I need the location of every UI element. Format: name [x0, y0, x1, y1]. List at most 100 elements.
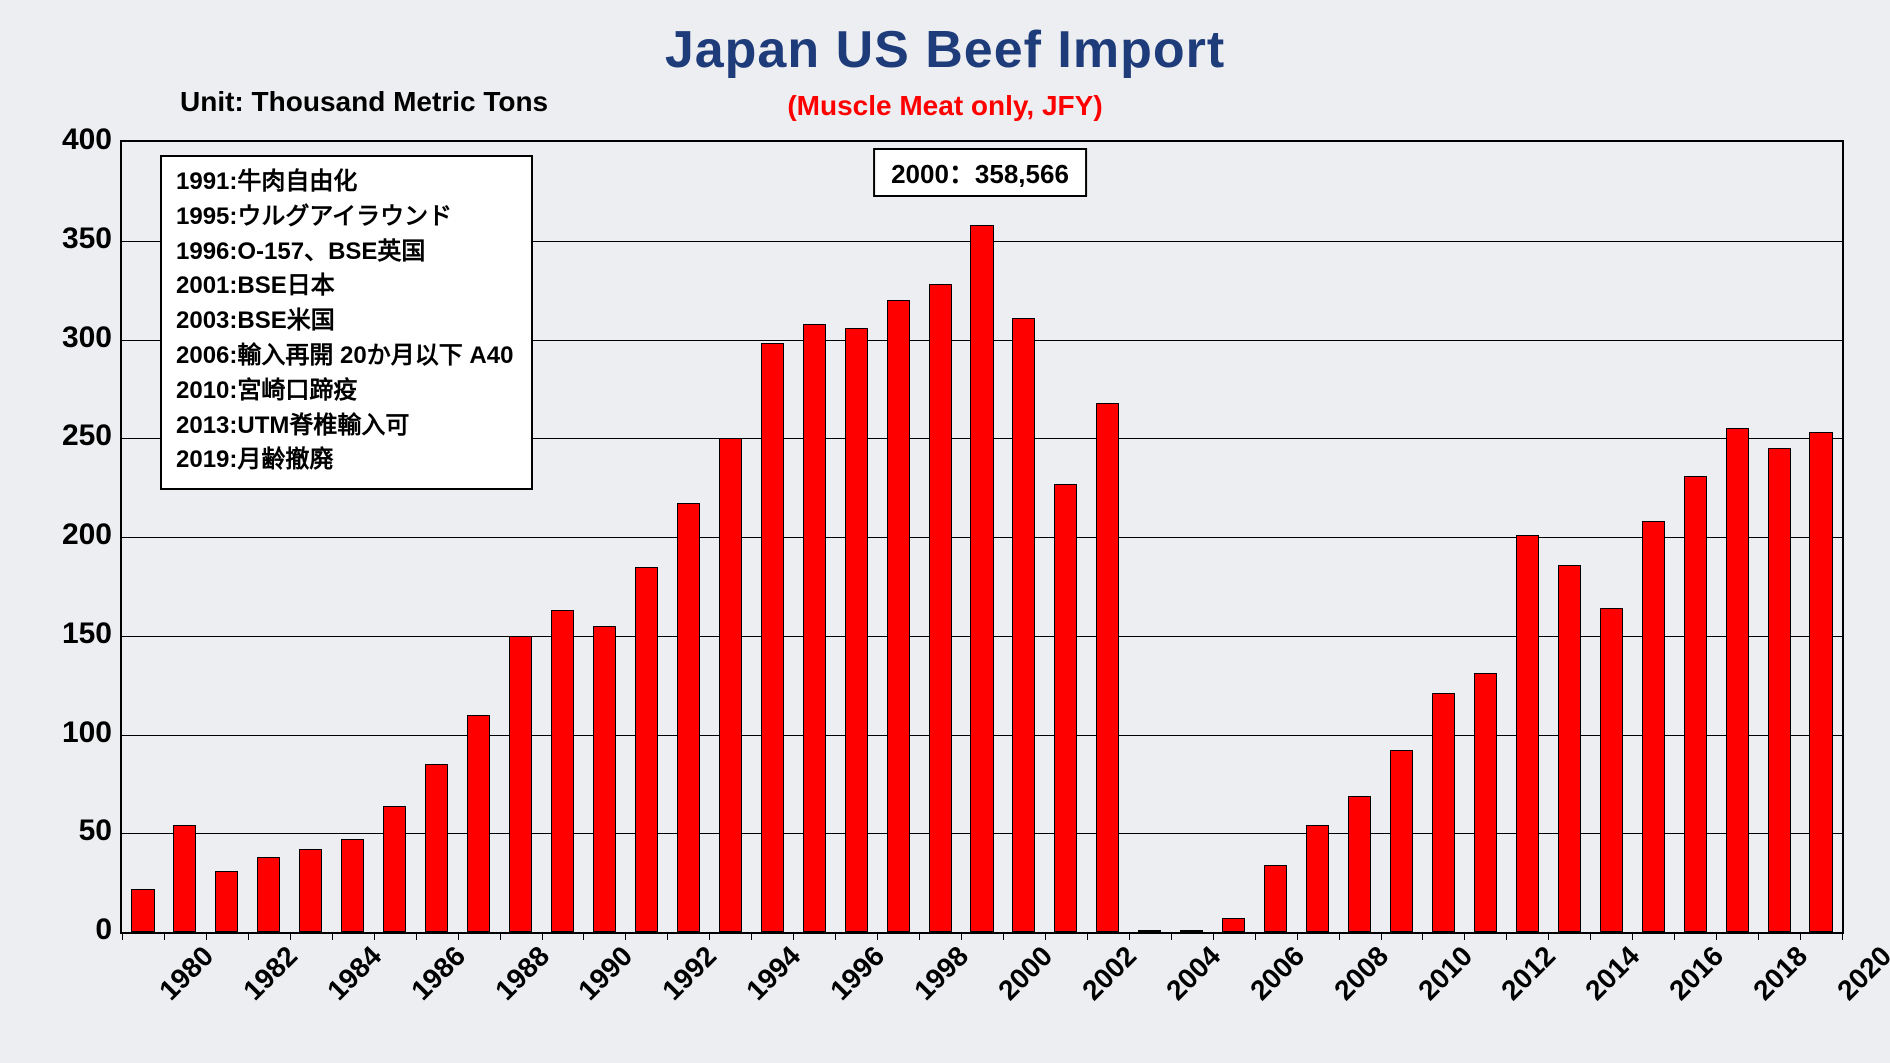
x-tick-label: 1992 [657, 940, 724, 1007]
bar [803, 324, 826, 932]
bar [509, 636, 532, 932]
event-line: 1995:ウルグアイラウンド [176, 200, 513, 235]
bar [299, 849, 322, 932]
x-tick [206, 932, 207, 940]
x-tick [1758, 932, 1759, 940]
y-tick-label: 100 [62, 716, 112, 750]
unit-label: Unit: Thousand Metric Tons [180, 86, 548, 118]
event-line: 1991:牛肉自由化 [176, 165, 513, 200]
bar [1726, 428, 1749, 932]
bar [1138, 930, 1161, 932]
bar [1432, 693, 1455, 932]
x-tick-label: 1980 [153, 940, 220, 1007]
event-line: 1996:O-157、BSE英国 [176, 235, 513, 270]
y-tick-label: 400 [62, 123, 112, 157]
x-tick-label: 1982 [237, 940, 304, 1007]
x-tick [1674, 932, 1675, 940]
x-tick-label: 2000 [992, 940, 1059, 1007]
x-tick [625, 932, 626, 940]
x-tick [1842, 932, 1843, 940]
bar [1684, 476, 1707, 932]
x-tick [122, 932, 123, 940]
y-tick-label: 50 [79, 814, 112, 848]
x-tick [961, 932, 962, 940]
x-tick [1464, 932, 1465, 940]
x-tick-label: 2006 [1244, 940, 1311, 1007]
bar [341, 839, 364, 932]
bar [887, 300, 910, 932]
x-tick-label: 2008 [1328, 940, 1395, 1007]
bar [1474, 673, 1497, 932]
bar [1096, 403, 1119, 932]
chart-title: Japan US Beef Import [0, 20, 1890, 80]
x-tick [583, 932, 584, 940]
bar [1390, 750, 1413, 932]
x-tick [1548, 932, 1549, 940]
x-tick-label: 1990 [573, 940, 640, 1007]
bar [551, 610, 574, 932]
x-tick-label: 2016 [1663, 940, 1730, 1007]
x-tick [500, 932, 501, 940]
y-tick-label: 300 [62, 321, 112, 355]
x-tick [835, 932, 836, 940]
bar [1516, 535, 1539, 932]
bar [1348, 796, 1371, 932]
x-tick-label: 2002 [1076, 940, 1143, 1007]
bar [593, 626, 616, 932]
x-tick [374, 932, 375, 940]
bar [1642, 521, 1665, 932]
x-tick [1297, 932, 1298, 940]
x-tick [332, 932, 333, 940]
x-tick [1129, 932, 1130, 940]
bar [1054, 484, 1077, 932]
x-tick [709, 932, 710, 940]
x-tick [877, 932, 878, 940]
x-tick [751, 932, 752, 940]
x-tick-label: 1986 [405, 940, 472, 1007]
bar [1809, 432, 1832, 932]
x-tick [1003, 932, 1004, 940]
x-tick-label: 2010 [1412, 940, 1479, 1007]
y-tick-label: 250 [62, 419, 112, 453]
bar [1264, 865, 1287, 932]
event-line: 2001:BSE日本 [176, 269, 513, 304]
bar [173, 825, 196, 932]
bar [1222, 918, 1245, 932]
x-tick [164, 932, 165, 940]
x-tick-label: 1996 [824, 940, 891, 1007]
x-tick [1422, 932, 1423, 940]
event-line: 2010:宮崎口蹄疫 [176, 374, 513, 409]
bar [1306, 825, 1329, 932]
bar [761, 343, 784, 932]
x-tick [793, 932, 794, 940]
x-tick-label: 2018 [1747, 940, 1814, 1007]
x-tick [1716, 932, 1717, 940]
x-tick [248, 932, 249, 940]
x-tick [1590, 932, 1591, 940]
bar [1180, 930, 1203, 932]
event-line: 2006:輸入再開 20か月以下 A40 [176, 339, 513, 374]
bar [845, 328, 868, 932]
x-tick-label: 1984 [321, 940, 388, 1007]
chart-page: { "title": { "text": "Japan US Beef Impo… [0, 0, 1890, 1063]
bar [1768, 448, 1791, 932]
y-tick-label: 350 [62, 222, 112, 256]
x-tick-label: 2014 [1580, 940, 1647, 1007]
x-tick [1381, 932, 1382, 940]
bar [467, 715, 490, 932]
x-tick [1506, 932, 1507, 940]
y-tick-label: 0 [95, 913, 112, 947]
bar [215, 871, 238, 932]
bar [677, 503, 700, 932]
bar [383, 806, 406, 932]
bar [425, 764, 448, 932]
x-tick-label: 1994 [741, 940, 808, 1007]
x-tick [416, 932, 417, 940]
y-tick-label: 150 [62, 617, 112, 651]
bar [719, 438, 742, 932]
event-line: 2019:月齢撤廃 [176, 443, 513, 478]
x-tick-label: 2004 [1160, 940, 1227, 1007]
x-tick [919, 932, 920, 940]
x-tick [1045, 932, 1046, 940]
x-tick [1213, 932, 1214, 940]
